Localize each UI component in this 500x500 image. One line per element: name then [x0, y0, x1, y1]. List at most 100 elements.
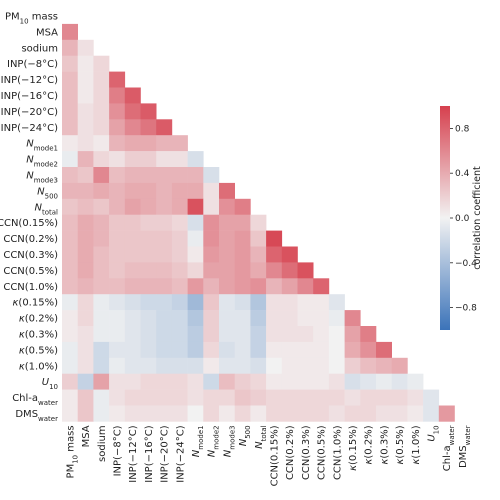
- heatmap-cell: [344, 373, 361, 390]
- heatmap-cell: [124, 389, 141, 406]
- heatmap-cell: [281, 389, 298, 406]
- heatmap-cell: [77, 198, 94, 215]
- heatmap-cell: [344, 357, 361, 374]
- column-label: CCN(1.0%): [332, 425, 343, 480]
- heatmap-cell: [77, 278, 94, 295]
- heatmap-cell: [219, 230, 235, 247]
- heatmap-cell: [62, 23, 78, 41]
- heatmap-cell: [156, 326, 173, 343]
- heatmap-cell: [140, 214, 157, 231]
- heatmap-cell: [360, 389, 377, 406]
- colorbar-tick-label: 0.8: [455, 124, 470, 134]
- heatmap-cell: [124, 103, 141, 120]
- heatmap-cell: [124, 135, 141, 152]
- heatmap-cell: [62, 278, 78, 295]
- heatmap-cell: [171, 151, 188, 168]
- heatmap-cell: [407, 373, 424, 390]
- column-label: CCN(0.3%): [301, 425, 312, 480]
- heatmap-cell: [109, 151, 126, 168]
- row-label: Nmode3: [26, 170, 58, 184]
- row-label: INP(−12°C): [1, 75, 58, 86]
- heatmap-cell: [156, 198, 173, 215]
- heatmap-cell: [109, 119, 126, 136]
- heatmap-cell: [77, 39, 94, 56]
- heatmap-cell: [77, 167, 94, 184]
- row-label: N500: [37, 186, 58, 200]
- heatmap-cell: [62, 373, 78, 390]
- heatmap-cell: [62, 151, 78, 168]
- row-label: CCN(0.2%): [3, 234, 58, 245]
- heatmap-cell: [140, 357, 157, 374]
- heatmap-cell: [187, 341, 204, 359]
- heatmap-cell: [407, 405, 424, 422]
- heatmap-cell: [203, 294, 220, 311]
- heatmap-cell: [219, 198, 235, 215]
- heatmap-cell: [109, 103, 126, 120]
- heatmap-cell: [297, 405, 314, 422]
- row-label: sodium: [21, 43, 58, 54]
- heatmap-cell: [93, 373, 110, 390]
- heatmap-cell: [234, 341, 251, 359]
- heatmap-cell: [77, 119, 94, 136]
- heatmap-cell: [234, 357, 251, 374]
- heatmap-cell: [140, 294, 157, 311]
- heatmap-cell: [171, 246, 188, 263]
- heatmap-cell: [156, 310, 173, 327]
- heatmap-cell: [77, 151, 94, 168]
- heatmap-cell: [297, 294, 314, 311]
- heatmap-cell: [109, 262, 126, 279]
- heatmap-cell: [234, 214, 251, 231]
- heatmap-cell: [234, 278, 251, 295]
- heatmap-cell: [171, 341, 188, 359]
- column-label: κ(0.2%): [364, 425, 375, 464]
- heatmap-cell: [62, 55, 78, 72]
- heatmap-cell: [281, 246, 298, 263]
- heatmap-cell: [156, 135, 173, 152]
- heatmap-cell: [234, 405, 251, 422]
- heatmap-cell: [62, 182, 78, 200]
- heatmap-cell: [187, 182, 204, 200]
- heatmap-cell: [344, 389, 361, 406]
- heatmap-cell: [360, 326, 377, 343]
- heatmap-cell: [203, 214, 220, 231]
- heatmap-cell: [203, 198, 220, 215]
- heatmap-cell: [124, 278, 141, 295]
- heatmap-cell: [219, 357, 235, 374]
- column-label: Nmode1: [191, 425, 205, 457]
- heatmap-cell: [266, 341, 283, 359]
- heatmap-cell: [62, 262, 78, 279]
- heatmap-cell: [203, 167, 220, 184]
- heatmap-cell: [77, 373, 94, 390]
- row-label: INP(−24°C): [1, 123, 58, 134]
- heatmap-cell: [266, 326, 283, 343]
- heatmap-cell: [203, 262, 220, 279]
- heatmap-cell: [171, 182, 188, 200]
- heatmap-cell: [376, 357, 392, 374]
- colorbar-tick-label: 0.0: [455, 214, 470, 224]
- column-label: Nmode3: [222, 425, 236, 457]
- column-label: sodium: [97, 425, 108, 462]
- heatmap-cell: [77, 341, 94, 359]
- heatmap-cell: [281, 262, 298, 279]
- row-label: CCN(1.0%): [3, 282, 58, 293]
- heatmap-cell: [77, 405, 94, 422]
- row-label: CCN(0.5%): [3, 266, 58, 277]
- heatmap-cell: [77, 71, 94, 88]
- heatmap-cell: [77, 262, 94, 279]
- heatmap-cell: [171, 373, 188, 390]
- column-label: Ntotal: [254, 425, 268, 449]
- row-label: Nmode1: [26, 139, 58, 153]
- heatmap-cell: [171, 135, 188, 152]
- heatmap-cell: [124, 119, 141, 136]
- heatmap-cell: [313, 405, 330, 422]
- heatmap-cell: [391, 373, 408, 390]
- heatmap-cell: [266, 230, 283, 247]
- heatmap-cell: [124, 230, 141, 247]
- heatmap-cell: [187, 294, 204, 311]
- heatmap-cell: [313, 373, 330, 390]
- heatmap-cell: [140, 119, 157, 136]
- heatmap-cell: [313, 326, 330, 343]
- heatmap-cell: [234, 389, 251, 406]
- heatmap-cell: [219, 214, 235, 231]
- heatmap-cell: [234, 230, 251, 247]
